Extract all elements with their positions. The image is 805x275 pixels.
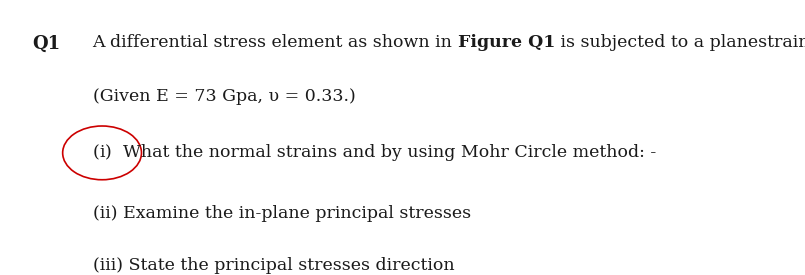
Text: i: i: [99, 144, 105, 161]
Text: is subjected to a planestrain.: is subjected to a planestrain.: [555, 34, 805, 51]
Text: What the normal strains and by using Mohr Circle method: -: What the normal strains and by using Moh…: [112, 144, 656, 161]
Text: (ii) Examine the in-plane principal stresses: (ii) Examine the in-plane principal stre…: [93, 205, 471, 222]
Text: ): ): [105, 144, 112, 161]
Text: Q1: Q1: [32, 34, 60, 52]
Text: Figure Q1: Figure Q1: [458, 34, 555, 51]
Text: A differential stress element as shown in: A differential stress element as shown i…: [93, 34, 458, 51]
Text: (Given E = 73 Gpa, υ = 0.33.): (Given E = 73 Gpa, υ = 0.33.): [93, 88, 355, 105]
Text: (: (: [93, 144, 99, 161]
Text: (iii) State the principal stresses direction: (iii) State the principal stresses direc…: [93, 257, 454, 274]
